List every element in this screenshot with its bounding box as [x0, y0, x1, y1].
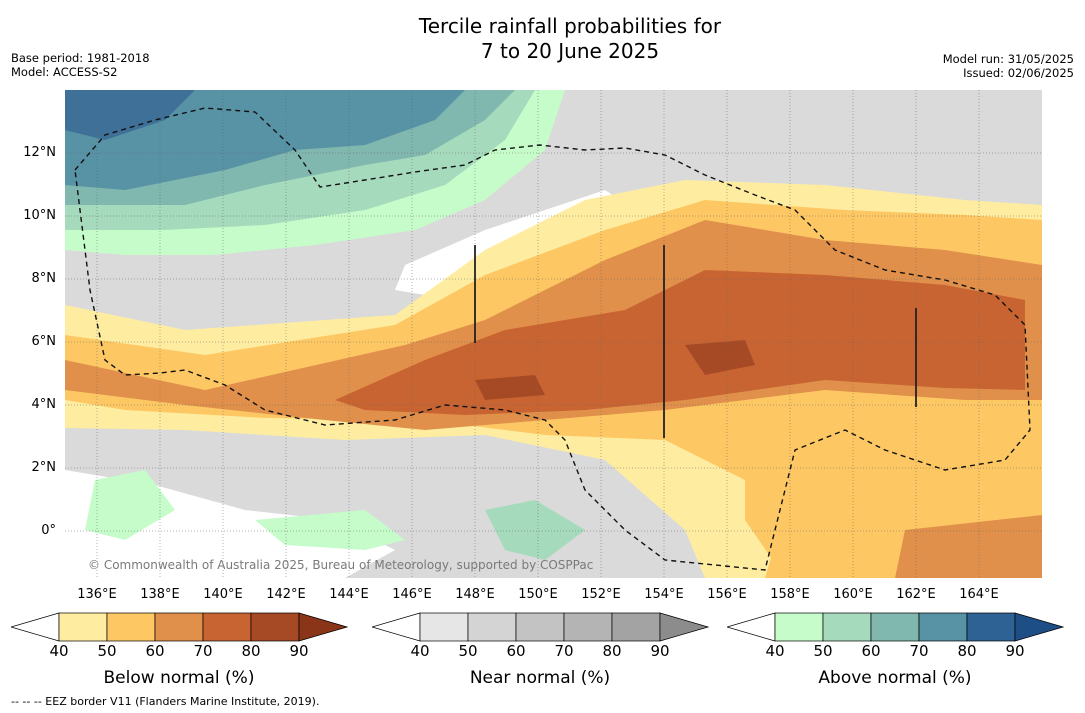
colorbar-below-seg-5 [250, 612, 300, 642]
model-name: Model: ACCESS-S2 [11, 65, 118, 79]
lon-label-148e: 148°E [455, 587, 495, 602]
above-normal-region-south-3 [485, 500, 585, 560]
lon-label-164e: 164°E [959, 587, 999, 602]
colorbar-near-tick: 60 [506, 642, 526, 660]
lat-label-12n: 12°N [23, 145, 56, 160]
below-normal-region-80 [475, 375, 545, 400]
colorbar-above-tick: 80 [957, 642, 977, 660]
above-normal-region-south [85, 470, 175, 540]
above-normal-region-north-80 [65, 90, 195, 140]
colorbar-above-seg-2 [822, 612, 872, 642]
colorbar-above-seg-4 [918, 612, 968, 642]
lon-label-154e: 154°E [644, 587, 684, 602]
probability-map [65, 90, 1042, 578]
lat-label-8n: 8°N [31, 271, 57, 286]
probability-map-svg [65, 90, 1042, 578]
lon-label-162e: 162°E [896, 587, 936, 602]
meta-right: Model run: 31/05/2025 Issued: 02/06/2025 [943, 52, 1074, 80]
colorbar-below-tick: 80 [241, 642, 261, 660]
colorbar-below-seg-4 [202, 612, 252, 642]
colorbar-near-title: Near normal (%) [469, 668, 611, 688]
base-period: Base period: 1981-2018 [11, 51, 150, 65]
model-run: Model run: 31/05/2025 [942, 52, 1074, 66]
lat-label-6n: 6°N [31, 334, 57, 349]
colorbar-near-tick: 90 [650, 642, 670, 660]
colorbar-below-normal: 40 50 60 70 80 90 [11, 612, 348, 662]
colorbar-below-max-arrow [298, 612, 348, 642]
lat-label-10n: 10°N [23, 208, 56, 223]
colorbar-near-seg-1 [419, 612, 469, 642]
colorbar-above-normal-svg [727, 612, 1064, 642]
graticule [65, 90, 1042, 578]
below-normal-region-80b [685, 340, 755, 375]
title-line-2: 7 to 20 June 2025 [480, 39, 660, 63]
colorbar-near-max-arrow [659, 612, 709, 642]
lon-label-136e: 136°E [77, 587, 117, 602]
lon-label-152e: 152°E [581, 587, 621, 602]
colorbar-near-tick: 70 [554, 642, 574, 660]
colorbar-above-max-arrow [1014, 612, 1064, 642]
lon-label-150e: 150°E [518, 587, 558, 602]
issued-date: Issued: 02/06/2025 [963, 66, 1074, 80]
colorbar-below-seg-3 [154, 612, 204, 642]
colorbar-below-seg-2 [106, 612, 156, 642]
colorbar-below-tick: 70 [193, 642, 213, 660]
colorbar-near-min-arrow [372, 612, 421, 642]
lon-label-142e: 142°E [266, 587, 306, 602]
meta-left: Base period: 1981-2018 Model: ACCESS-S2 [11, 51, 150, 79]
colorbar-above-tick: 40 [765, 642, 785, 660]
title-line-1: Tercile rainfall probabilities for [418, 14, 722, 38]
below-normal-region-southeast-60 [895, 515, 1042, 578]
colorbar-above-seg-3 [870, 612, 920, 642]
colorbar-above-tick: 60 [861, 642, 881, 660]
lat-label-2n: 2°N [31, 460, 57, 475]
colorbar-near-seg-2 [467, 612, 517, 642]
colorbar-near-normal-svg [372, 612, 709, 642]
colorbar-above-seg-5 [966, 612, 1016, 642]
colorbar-above-title: Above normal (%) [818, 668, 972, 688]
colorbar-near-tick: 80 [602, 642, 622, 660]
colorbar-below-title: Below normal (%) [103, 668, 255, 688]
eez-footnote: -- -- -- EEZ border V11 (Flanders Marine… [11, 695, 320, 708]
lon-label-138e: 138°E [140, 587, 180, 602]
lon-label-160e: 160°E [833, 587, 873, 602]
lon-label-146e: 146°E [392, 587, 432, 602]
above-normal-region-south-2 [255, 510, 405, 550]
colorbar-above-min-arrow [727, 612, 776, 642]
lon-label-158e: 158°E [770, 587, 810, 602]
eez-border [74, 107, 1031, 571]
map-title: Tercile rainfall probabilities for 7 to … [320, 14, 820, 64]
colorbar-above-ticks: 40 50 60 70 80 90 [727, 642, 1064, 662]
lat-label-4n: 4°N [31, 397, 57, 412]
colorbar-near-ticks: 40 50 60 70 80 90 [372, 642, 709, 662]
colorbar-above-tick: 70 [909, 642, 929, 660]
colorbar-above-tick: 50 [813, 642, 833, 660]
colorbar-near-seg-4 [563, 612, 613, 642]
colorbar-near-tick: 40 [410, 642, 430, 660]
colorbar-below-tick: 90 [289, 642, 309, 660]
colorbar-near-tick: 50 [458, 642, 478, 660]
copyright-text: © Commonwealth of Australia 2025, Bureau… [88, 558, 594, 572]
colorbar-above-tick: 90 [1005, 642, 1025, 660]
lat-label-0: 0° [41, 523, 56, 538]
colorbar-above-seg-1 [774, 612, 824, 642]
colorbar-near-normal: 40 50 60 70 80 90 [372, 612, 709, 662]
colorbar-below-tick: 60 [145, 642, 165, 660]
meridian-markers [474, 245, 917, 438]
colorbar-below-tick: 50 [97, 642, 117, 660]
colorbar-below-tick: 40 [49, 642, 69, 660]
lon-label-140e: 140°E [203, 587, 243, 602]
colorbar-near-seg-3 [515, 612, 565, 642]
lon-label-156e: 156°E [707, 587, 747, 602]
colorbar-above-normal: 40 50 60 70 80 90 [727, 612, 1064, 662]
colorbar-below-min-arrow [11, 612, 60, 642]
colorbar-below-seg-1 [58, 612, 108, 642]
colorbar-near-seg-5 [611, 612, 661, 642]
colorbar-below-normal-svg [11, 612, 348, 642]
colorbar-below-ticks: 40 50 60 70 80 90 [11, 642, 348, 662]
lon-label-144e: 144°E [329, 587, 369, 602]
